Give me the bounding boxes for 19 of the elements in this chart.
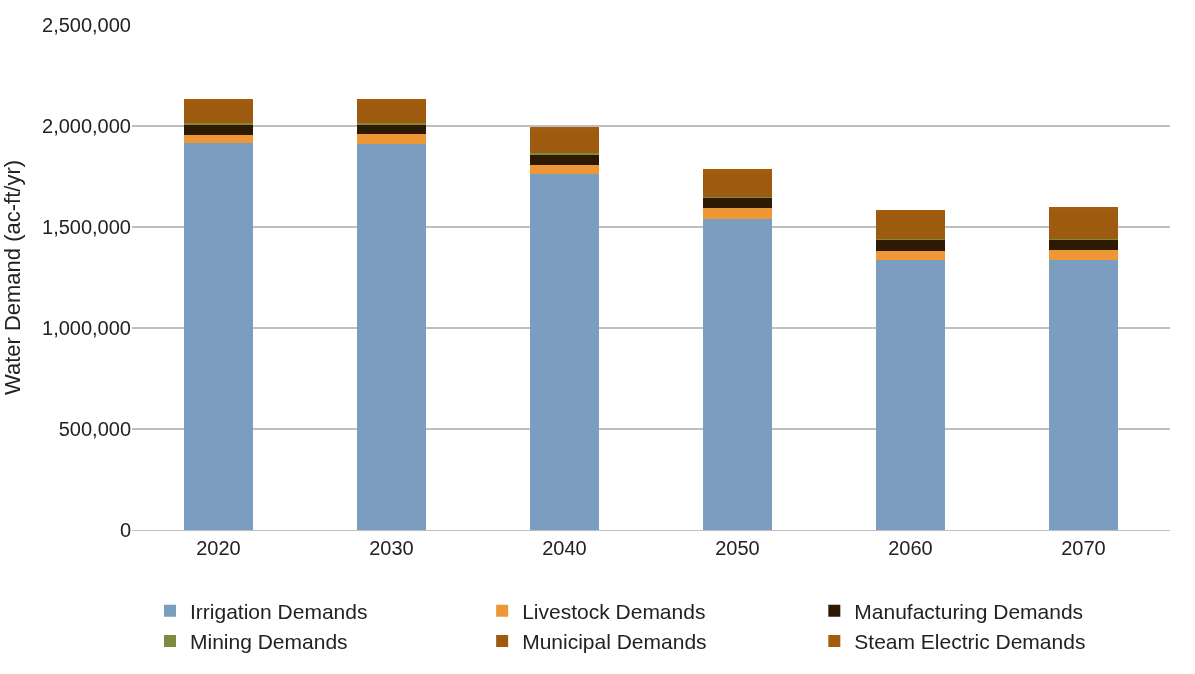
legend-label: Livestock Demands [522, 599, 706, 623]
y-tick-label: 1,000,000 [42, 317, 131, 339]
x-tick-label: 2050 [715, 537, 760, 559]
x-tick-label: 2070 [1061, 537, 1106, 559]
y-tick-label: 2,000,000 [42, 115, 131, 137]
x-tick-label: 2020 [196, 537, 241, 559]
y-tick-label: 500,000 [58, 418, 131, 440]
y-tick-label: 2,500,000 [42, 14, 131, 36]
legend-label: Steam Electric Demands [854, 630, 1086, 654]
x-tick-label: 2030 [369, 537, 414, 559]
y-axis-title: Water Demand (ac-ft/yr) [0, 159, 25, 396]
legend-label: Mining Demands [190, 630, 348, 654]
x-tick-label: 2060 [888, 537, 933, 559]
legend-label: Irrigation Demands [190, 599, 368, 623]
x-tick-label: 2040 [542, 537, 587, 559]
y-tick-label: 1,500,000 [42, 216, 131, 238]
legend-label: Manufacturing Demands [854, 599, 1084, 623]
legend-label: Municipal Demands [522, 630, 707, 654]
y-tick-label: 0 [119, 519, 131, 541]
